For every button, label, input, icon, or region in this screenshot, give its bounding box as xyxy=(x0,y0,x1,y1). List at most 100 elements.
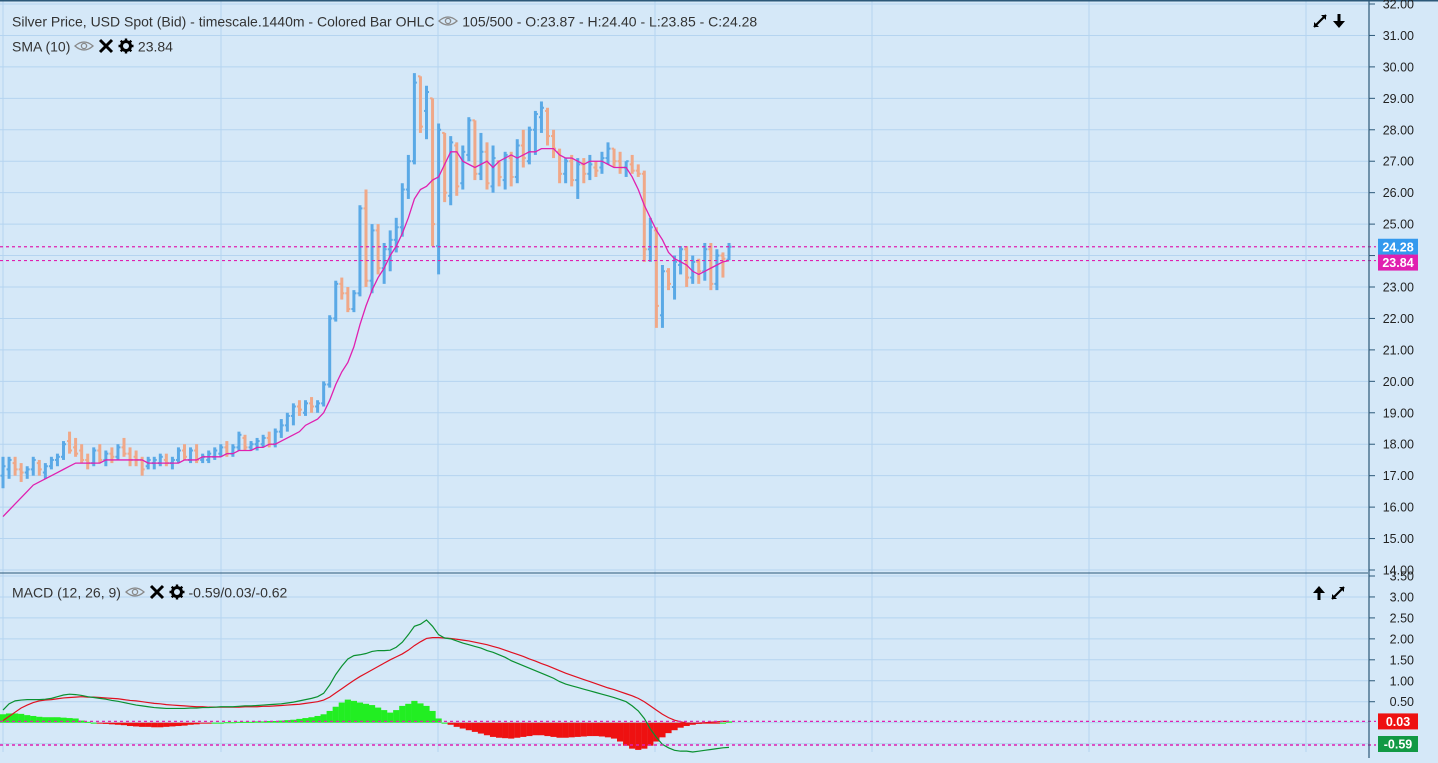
ohlc-bar xyxy=(605,142,611,165)
ohlc-bar xyxy=(563,158,569,184)
macd-histogram-bar xyxy=(465,722,472,731)
macd-histogram-bar xyxy=(520,722,527,737)
ohlc-bar xyxy=(538,101,544,133)
macd-histogram-bar xyxy=(266,720,273,723)
main-panel-controls xyxy=(1312,12,1346,29)
macd-histogram-bar xyxy=(12,713,19,723)
macd-histogram-bar xyxy=(677,722,684,728)
sma-value: 23.84 xyxy=(137,38,173,55)
macd-panel-controls xyxy=(1312,584,1346,601)
ohlc-bar xyxy=(303,400,308,416)
y-tick-label: 25.00 xyxy=(1383,218,1414,232)
macd-histogram-bar xyxy=(308,717,315,723)
macd-label: MACD (12, 26, 9) xyxy=(12,584,121,601)
ohlc-bar xyxy=(24,466,30,479)
macd-histogram-bar xyxy=(441,722,448,724)
ohlc-bar xyxy=(290,403,296,426)
macd-histogram-bar xyxy=(429,710,436,723)
ohlc-readout: 105/500 - O:23.87 - H:24.40 - L:23.85 - … xyxy=(462,13,758,30)
close-icon[interactable] xyxy=(149,584,165,600)
ohlc-bar xyxy=(466,117,472,162)
macd-histogram-bar xyxy=(471,722,478,732)
eye-icon[interactable] xyxy=(124,586,145,598)
sma-legend: SMA (10) 23.84 xyxy=(12,37,173,54)
macd-histogram-bar xyxy=(502,722,509,739)
macd-histogram-bar xyxy=(290,719,297,723)
macd-histogram-bar xyxy=(526,722,533,737)
close-icon[interactable] xyxy=(98,38,114,54)
ohlc-bar xyxy=(73,437,79,457)
ohlc-bar xyxy=(333,280,339,322)
macd-histogram-bar xyxy=(78,720,85,723)
ohlc-bar xyxy=(369,224,375,294)
macd-badge-text: -0.59 xyxy=(1384,738,1413,752)
macd-histogram-bar xyxy=(332,706,339,723)
expand-icon[interactable] xyxy=(1330,585,1346,601)
macd-histogram-bar xyxy=(387,712,394,723)
macd-histogram-bar xyxy=(187,722,194,725)
ohlc-bar xyxy=(575,158,581,199)
y-tick-label: 3.00 xyxy=(1390,590,1414,604)
gear-icon[interactable] xyxy=(118,38,134,54)
macd-histogram-bar xyxy=(338,702,345,723)
y-tick-label: 1.50 xyxy=(1390,653,1414,667)
ohlc-bar xyxy=(666,268,671,291)
macd-histogram-bar xyxy=(139,722,146,727)
eye-icon[interactable] xyxy=(438,15,459,27)
ohlc-bar xyxy=(363,189,369,287)
last-price-badge-bg xyxy=(1378,238,1418,255)
macd-histogram-bar xyxy=(586,722,593,737)
ohlc-bar xyxy=(339,277,345,300)
macd-histogram-bar xyxy=(54,717,61,723)
macd-histogram-bar xyxy=(514,722,521,738)
y-tick-label: 3.50 xyxy=(1390,570,1414,584)
macd-histogram-bar xyxy=(175,722,182,727)
chart-title: Silver Price, USD Spot (Bid) - timescale… xyxy=(12,13,435,30)
macd-histogram-bar xyxy=(126,722,134,727)
ohlc-bar xyxy=(278,419,284,438)
ohlc-bar xyxy=(327,315,333,388)
macd-histogram-bar xyxy=(653,722,660,742)
y-tick-label: 19.00 xyxy=(1383,406,1414,420)
macd-histogram-bar xyxy=(641,722,648,749)
macd-histogram-bar xyxy=(671,722,678,731)
signal-badge: 0.03 xyxy=(1378,713,1418,730)
macd-histogram-bar xyxy=(181,722,188,726)
macd-histogram-bar xyxy=(24,715,31,723)
ohlc-bar xyxy=(54,453,60,467)
expand-icon[interactable] xyxy=(1312,13,1328,29)
macd-histogram-bar xyxy=(72,718,79,723)
macd-histogram-bar xyxy=(5,713,13,723)
eye-icon[interactable] xyxy=(74,40,95,52)
macd-histogram-bar xyxy=(713,722,720,724)
ohlc-bar xyxy=(532,110,538,155)
price-axis[interactable]: 32.00 31.00 30.00 29.00 28.00 27.00 26.00 25.00… xyxy=(1368,0,1414,758)
macd-histogram-bar xyxy=(604,722,612,738)
ohlc-bar xyxy=(321,381,327,407)
ohlc-bar xyxy=(478,132,484,181)
ohlc-bar xyxy=(611,147,617,168)
macd-histogram-bar xyxy=(598,722,606,737)
arrow-down-icon[interactable] xyxy=(1332,13,1346,29)
ohlc-bar xyxy=(720,252,726,278)
macd-histogram-bar xyxy=(108,722,115,725)
macd-histogram-bar xyxy=(223,722,230,724)
macd-badge-bg xyxy=(1378,736,1418,752)
macd-histogram-bar xyxy=(42,717,49,723)
macd-histogram-bar xyxy=(580,722,587,737)
gear-icon[interactable] xyxy=(169,584,185,600)
sma-badge: 23.84 xyxy=(1378,254,1418,271)
y-tick-label: 17.00 xyxy=(1383,469,1414,483)
y-tick-label: 21.00 xyxy=(1383,343,1414,357)
macd-histogram-bar xyxy=(399,705,406,723)
y-tick-label: 22.00 xyxy=(1383,312,1414,326)
macd-histogram-bar xyxy=(217,722,224,724)
y-tick-label: 18.00 xyxy=(1383,438,1414,452)
macd-histogram-bar xyxy=(568,722,575,738)
arrow-up-icon[interactable] xyxy=(1312,585,1326,601)
y-tick-label: 20.00 xyxy=(1383,375,1414,389)
macd-histogram-bar xyxy=(659,722,666,738)
macd-histogram-bar xyxy=(193,722,200,725)
